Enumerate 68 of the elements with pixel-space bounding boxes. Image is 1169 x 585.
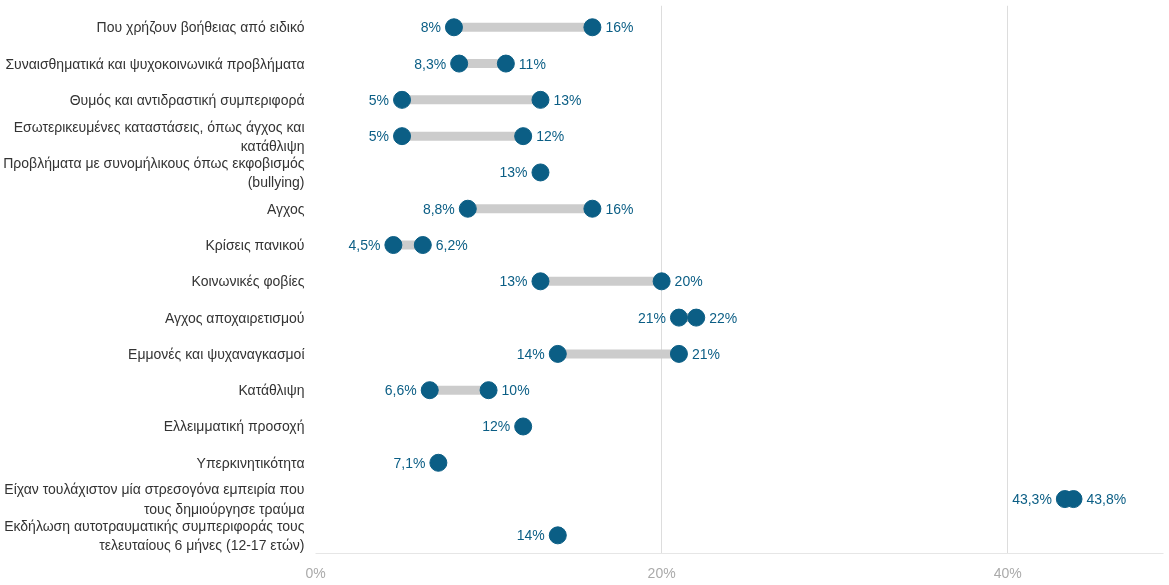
y-tick-label: Κοινωνικές φοβίες (191, 273, 305, 290)
y-tick-label: Συναισθηματικά και ψυχοκοινωνικά προβλήματα (5, 55, 305, 72)
point (384, 236, 403, 255)
point (393, 90, 412, 109)
data-label: 10% (501, 382, 530, 399)
data-label: 5% (368, 91, 390, 108)
point (514, 417, 533, 436)
data-label: 6,6% (384, 382, 417, 399)
data-label: 8,3% (414, 55, 447, 72)
data-label: 21% (637, 309, 666, 326)
x-tick-label: 20% (647, 564, 676, 581)
data-label: 43,3% (1012, 491, 1052, 508)
point (393, 127, 412, 146)
y-tick-label: Υπερκινητικότητα (196, 454, 305, 471)
data-label: 6,2% (435, 237, 468, 254)
data-label: 20% (674, 273, 703, 290)
data-label: 13% (553, 91, 582, 108)
y-tick-label: Που χρήζουν βοήθειας από ειδικό (96, 19, 305, 36)
data-label: 16% (605, 200, 634, 217)
data-label: 13% (499, 164, 528, 181)
x-tick-label: 40% (993, 564, 1022, 581)
point (548, 344, 567, 363)
point (458, 199, 477, 218)
point (496, 54, 515, 73)
data-label: 8% (420, 19, 441, 36)
point (420, 381, 439, 400)
data-label: 12% (536, 128, 565, 145)
data-label: 4,5% (348, 237, 381, 254)
point (429, 453, 448, 472)
point (531, 163, 550, 182)
y-tick-label: Ελλειμματική προσοχή (163, 418, 305, 435)
point (687, 308, 706, 327)
point (514, 127, 533, 146)
point (669, 308, 688, 327)
y-tick-label: Κρίσεις πανικού (205, 237, 305, 254)
data-label: 14% (516, 345, 545, 362)
data-label: 5% (368, 128, 390, 145)
data-label: 16% (605, 19, 634, 36)
data-label: 8,8% (422, 200, 455, 217)
point (583, 18, 602, 37)
y-tick-label: Αγχος αποχαιρετισμού (164, 309, 305, 326)
y-tick-label: Προβλήματα με συνομήλικους όπως εκφοβισμός (bullying) (3, 154, 305, 191)
point (583, 199, 602, 218)
data-label: 21% (691, 345, 720, 362)
x-tick-label: 0% (305, 564, 326, 581)
y-tick-label: Εσωτερικευμένες καταστάσεις, όπως άγχος και κατάθλιψη (13, 118, 305, 154)
point (450, 54, 469, 73)
y-tick-label: Εμμονές και ψυχαναγκασμοί (128, 345, 305, 362)
data-label: 14% (516, 527, 545, 544)
point (413, 236, 432, 255)
point (531, 272, 550, 291)
point (669, 344, 688, 363)
point (548, 526, 567, 545)
point (444, 18, 463, 37)
y-tick-label: Θυμός και αντιδραστική συμπεριφορά (69, 91, 305, 108)
y-tick-label: Είχαν τουλάχιστον μία στρεσογόνα εμπειρία που τους δημιούργησε τραύμα (4, 481, 305, 517)
data-label: 43,8% (1086, 491, 1127, 508)
data-label: 22% (709, 309, 738, 326)
point (531, 90, 550, 109)
data-label: 7,1% (393, 454, 426, 471)
y-tick-label: Αγχος (266, 200, 305, 217)
y-tick-label: Εκδήλωση αυτοτραυματικής συμπεριφοράς τους τελευταίους 6 μήνες (12-17 ετών) (4, 517, 305, 553)
point (652, 272, 671, 291)
data-label: 11% (518, 55, 546, 72)
point (479, 381, 498, 400)
data-label: 13% (499, 273, 528, 290)
data-label: 12% (482, 418, 511, 435)
y-tick-label: Κατάθλιψη (238, 382, 305, 399)
